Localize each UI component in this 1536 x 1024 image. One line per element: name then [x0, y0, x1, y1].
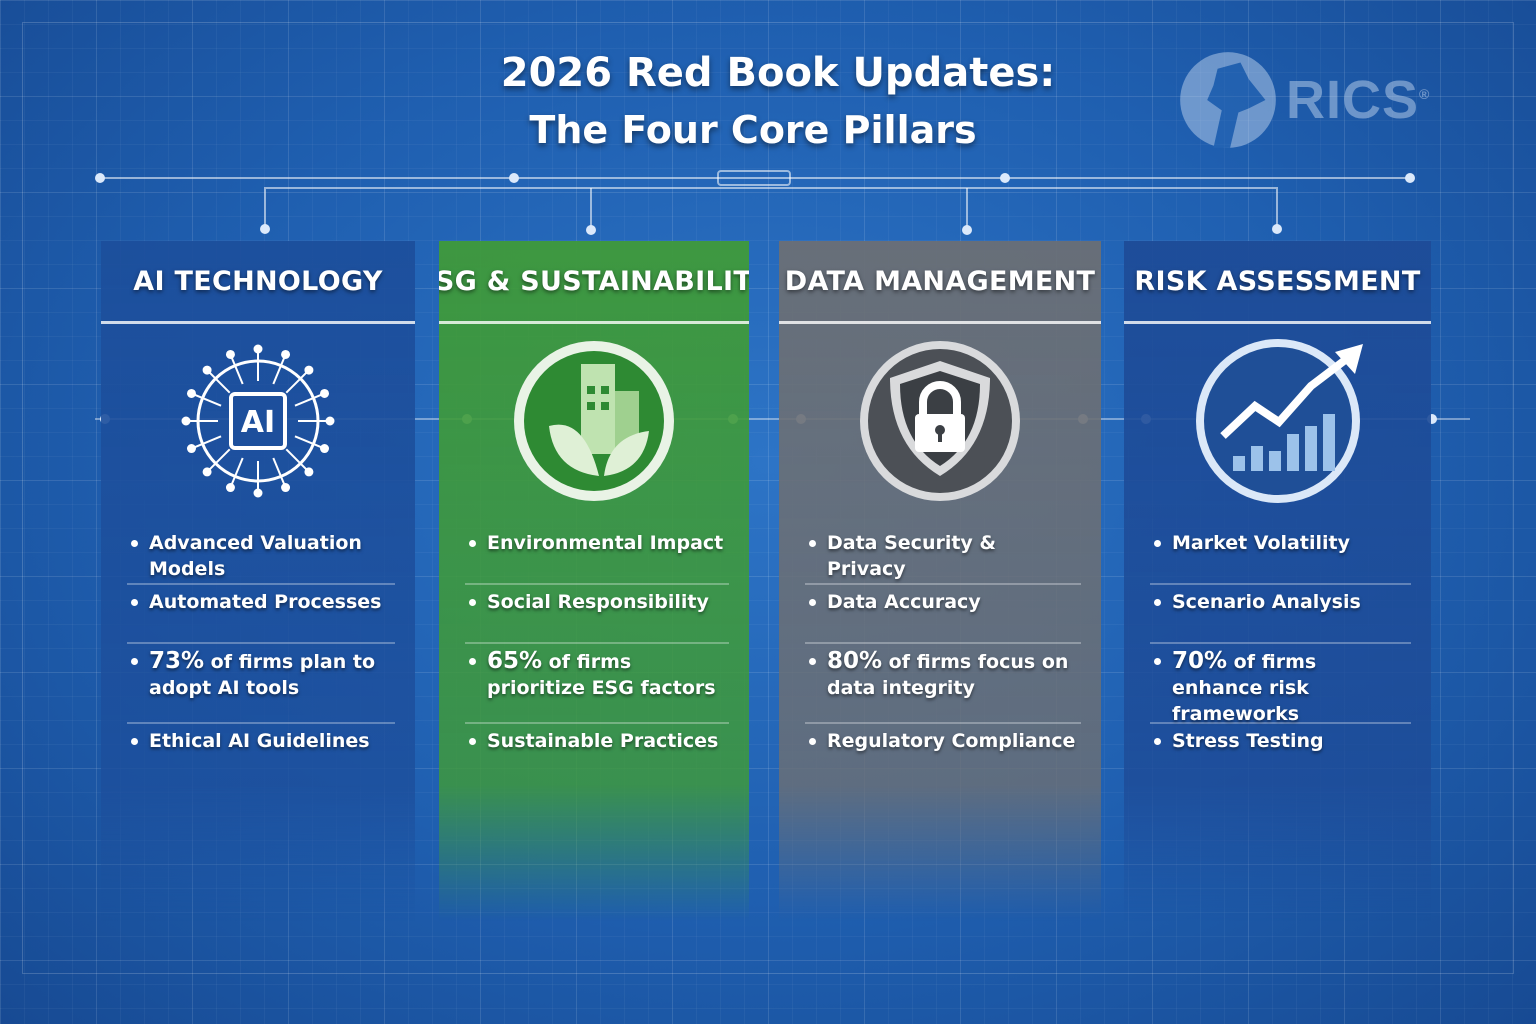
pillar-data-management: DATA MANAGEMENT Data Security & Privacy D… [779, 241, 1101, 921]
ai-chip-icon: AI [181, 344, 335, 498]
bullet-text: Advanced Valuation Models [149, 532, 362, 580]
pillar-bullet-item: Automated Processes [127, 585, 395, 644]
pillar-bullet-item: Ethical AI Guidelines [127, 724, 395, 783]
bullet-text: Scenario Analysis [1172, 591, 1361, 613]
pillar-bullet-list: Advanced Valuation Models Automated Proce… [127, 526, 395, 783]
pillar-bullet-item: 70% of firms enhance risk frameworks [1150, 644, 1411, 725]
stat-value: 73% [149, 648, 205, 674]
shield-lock-icon [860, 341, 1020, 501]
bullet-text: Market Volatility [1172, 532, 1350, 554]
pillar-bullet-item: Data Accuracy [805, 585, 1081, 644]
pillar-bullet-item: 73% of firms plan to adopt AI tools [127, 644, 395, 724]
pillar-bullet-list: Data Security & Privacy Data Accuracy 80% … [805, 526, 1081, 783]
pillar-header: DATA MANAGEMENT [779, 241, 1101, 324]
bullet-text: of firms focus on data integrity [827, 651, 1069, 699]
stat-value: 80% [827, 648, 883, 674]
bullet-text: Regulatory Compliance [827, 730, 1076, 752]
registered-mark: ® [1419, 86, 1431, 102]
bullet-text: Data Accuracy [827, 591, 981, 613]
pillar-bullet-item: Stress Testing [1150, 724, 1411, 783]
lion-head-icon [1180, 52, 1276, 148]
bullet-text: Social Responsibility [487, 591, 709, 613]
blueprint-frame [22, 22, 1514, 974]
pillar-risk-assessment: RISK ASSESSMENT Market Volatility Scenari… [1124, 241, 1431, 921]
pillar-bullet-list: Market Volatility Scenario Analysis 70% of… [1150, 526, 1411, 783]
pillar-bullet-item: Market Volatility [1150, 526, 1411, 585]
pillar-bullet-item: Environmental Impact [465, 526, 729, 585]
pillar-bullet-item: Scenario Analysis [1150, 585, 1411, 644]
rising-chart-icon [1195, 339, 1363, 503]
bullet-text: Ethical AI Guidelines [149, 730, 370, 752]
pillar-ai-technology: AI TECHNOLOGY AI Advanced Valuation Mode… [101, 241, 415, 921]
pillar-header: RISK ASSESSMENT [1124, 241, 1431, 324]
pillar-bullet-item: Regulatory Compliance [805, 724, 1081, 783]
bullet-text: Environmental Impact [487, 532, 724, 554]
bullet-text: of firms prioritize ESG factors [487, 651, 716, 699]
pillar-esg-sustainability: ESG & SUSTAINABILITY Environmental Impac… [416, 241, 772, 921]
bullet-text: Data Security & Privacy [827, 532, 997, 580]
stat-value: 65% [487, 648, 543, 674]
pillar-bullet-item: 65% of firms prioritize ESG factors [465, 644, 729, 724]
rics-logo: RICS® [1176, 48, 1430, 152]
stat-value: 70% [1172, 648, 1228, 674]
title-line-2: The Four Core Pillars [529, 108, 977, 152]
pillar-header: ESG & SUSTAINABILITY [416, 241, 772, 324]
title-line-1: 2026 Red Book Updates: [500, 50, 1056, 96]
bullet-text: Stress Testing [1172, 730, 1324, 752]
svg-text:AI: AI [241, 405, 275, 440]
pillar-bullet-list: Environmental Impact Social Responsibilit… [465, 526, 729, 783]
bullet-text: of firms plan to adopt AI tools [149, 651, 375, 699]
pillar-bullet-item: Social Responsibility [465, 585, 729, 644]
pillar-bullet-item: Data Security & Privacy [805, 526, 1081, 585]
pillar-bullet-item: 80% of firms focus on data integrity [805, 644, 1081, 724]
bullet-text: Automated Processes [149, 591, 382, 613]
logo-text: RICS [1286, 70, 1420, 130]
bullet-text: Sustainable Practices [487, 730, 719, 752]
bullet-text: of firms enhance risk frameworks [1172, 651, 1317, 725]
pillar-bullet-item: Sustainable Practices [465, 724, 729, 783]
pillar-header: AI TECHNOLOGY [101, 241, 415, 324]
pillar-bullet-item: Advanced Valuation Models [127, 526, 395, 585]
green-building-leaf-icon [514, 341, 674, 501]
